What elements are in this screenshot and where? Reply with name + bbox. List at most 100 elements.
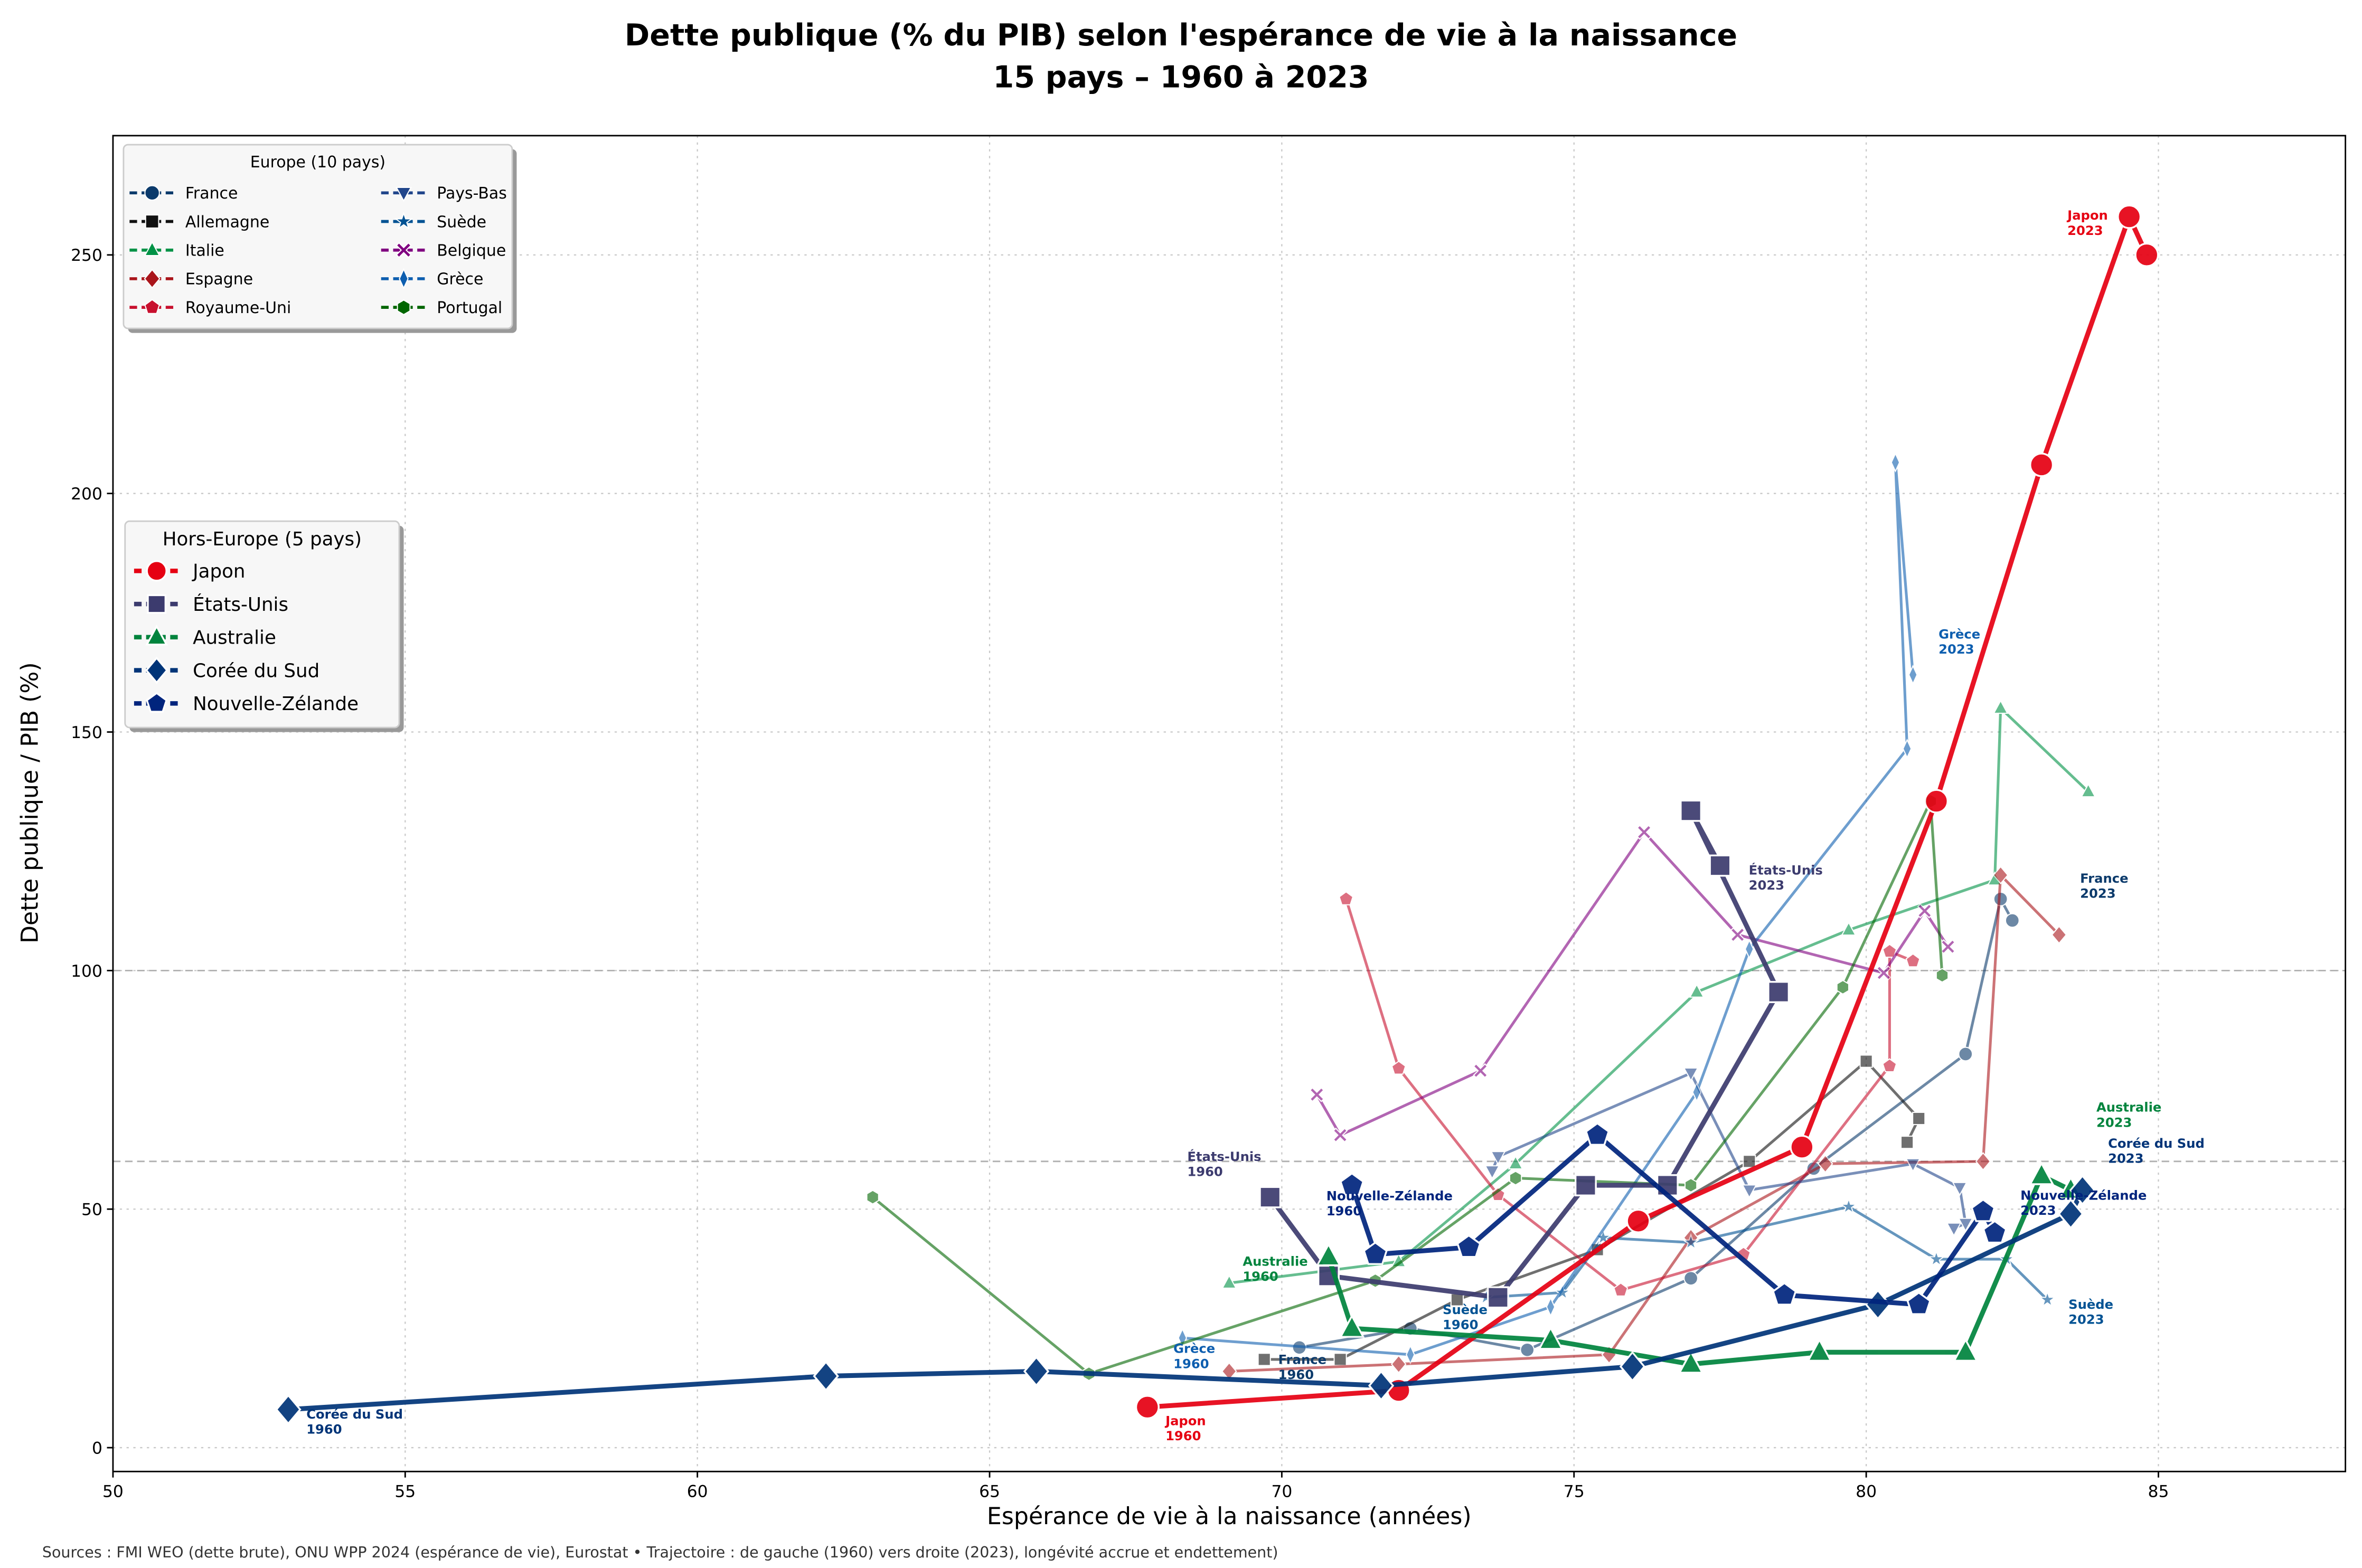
- data-point-grece: [1692, 1082, 1701, 1102]
- legend-label: États-Unis: [193, 593, 288, 616]
- legend-marker: [146, 560, 167, 582]
- data-point-suede: [1927, 1250, 1945, 1267]
- legend-label: Japon: [192, 561, 245, 582]
- data-point-australie: [1952, 1338, 1979, 1362]
- annotation-year: 2023: [1749, 877, 1784, 893]
- legend-entry-portugal: Portugal: [381, 299, 502, 317]
- legend-marker: [144, 241, 161, 256]
- footer-sources: Sources : FMI WEO (dette brute), ONU WPP…: [42, 1544, 1278, 1561]
- data-point-france: [1683, 1271, 1698, 1286]
- series-pays-bas: [1484, 1068, 1973, 1237]
- legend-label: Suède: [437, 213, 486, 231]
- annotation-australie-1960: Australie 1960: [1243, 1254, 1307, 1284]
- data-point-espagne: [1992, 866, 2009, 885]
- annotation-year: 1960: [306, 1421, 342, 1437]
- data-point-royaume-uni: [1905, 953, 1921, 968]
- data-point-italie: [1508, 1155, 1523, 1170]
- annotation-year: 1960: [1326, 1203, 1362, 1218]
- data-point-australie: [2028, 1161, 2055, 1185]
- x-tick-label: 50: [102, 1482, 124, 1501]
- legend-entry-espagne: Espagne: [129, 269, 253, 289]
- annotation-year: 1960: [1243, 1269, 1278, 1284]
- series-line-belgique: [1315, 830, 1950, 1137]
- series-line-japon: [1147, 214, 2149, 1410]
- data-point-etats-unis: [1259, 1186, 1282, 1208]
- series-japon: [1135, 204, 2159, 1420]
- data-point-grece: [1744, 939, 1754, 959]
- data-point-belgique: [1876, 965, 1892, 981]
- data-point-allemagne: [1743, 1155, 1756, 1168]
- legend-label: Portugal: [437, 299, 502, 317]
- annotation-grece-1960: Grèce 1960: [1173, 1341, 1215, 1372]
- series-line-portugal: [872, 799, 1944, 1375]
- data-point-etats-unis: [1574, 1174, 1597, 1197]
- annotation-year: 1960: [1443, 1317, 1478, 1332]
- legend-entry-grece: Grèce: [381, 268, 483, 290]
- data-point-italie: [2081, 783, 2096, 798]
- data-point-coree-du-sud: [1368, 1370, 1395, 1401]
- x-tick-label: 75: [1564, 1482, 1585, 1501]
- legend-hors-europe-5-pays-: Hors-Europe (5 pays) Japon États-Unis Austr…: [124, 520, 404, 732]
- data-point-pays-bas: [1683, 1068, 1699, 1082]
- series-line-royaume-uni: [1344, 899, 1914, 1292]
- annotation-country: Grèce: [1173, 1341, 1215, 1356]
- annotation-country: Corée du Sud: [306, 1406, 403, 1422]
- chart-title-line1: Dette publique (% du PIB) selon l'espéra…: [625, 18, 1737, 53]
- annotation-suede-1960: Suède 1960: [1443, 1302, 1488, 1333]
- legend-title: Hors-Europe (5 pays): [163, 528, 362, 550]
- y-tick-label: 50: [81, 1201, 102, 1220]
- annotation-year: 2023: [2108, 1151, 2143, 1166]
- legend-entry-nouvelle-zelande: Nouvelle-Zélande: [134, 692, 359, 715]
- legend-label: France: [185, 184, 238, 203]
- series-belgique: [1309, 825, 1956, 1143]
- annotation-etats-unis-2023: États-Unis 2023: [1749, 863, 1823, 893]
- annotation-year: 2023: [2067, 223, 2103, 238]
- annotation-nouvelle-zelande-1960: Nouvelle-Zélande 1960: [1326, 1188, 1453, 1219]
- data-point-grece: [1902, 739, 1912, 759]
- data-point-japon: [1135, 1395, 1160, 1420]
- data-point-suede: [1682, 1233, 1700, 1250]
- data-point-portugal: [1684, 1178, 1698, 1193]
- chart-title-line2: 15 pays – 1960 à 2023: [993, 60, 1369, 95]
- annotation-year: 2023: [2080, 886, 2115, 901]
- annotation-year: 1960: [1165, 1428, 1201, 1443]
- legend-marker: [396, 242, 412, 258]
- data-point-coree-du-sud: [2069, 1174, 2096, 1206]
- data-point-japon: [2117, 204, 2142, 229]
- annotation-country: Nouvelle-Zélande: [1326, 1188, 1453, 1204]
- legend-entry-italie: Italie: [129, 241, 224, 260]
- annotation-country: Japon: [1164, 1413, 1206, 1428]
- data-point-allemagne: [1257, 1353, 1271, 1366]
- y-tick-label: 100: [71, 962, 102, 981]
- series-grece: [1178, 452, 1918, 1365]
- data-point-italie: [1993, 700, 2009, 714]
- series-coree-du-sud: [275, 1174, 2096, 1425]
- x-tick-label: 60: [687, 1482, 708, 1501]
- series-australie: [1315, 1161, 2084, 1374]
- legend-entry-france: France: [129, 184, 238, 203]
- legend-marker: [144, 185, 160, 201]
- data-point-france: [1958, 1046, 1973, 1062]
- legend-label: Allemagne: [185, 213, 269, 231]
- data-point-royaume-uni: [1391, 1060, 1406, 1075]
- x-tick-label: 80: [1856, 1482, 1877, 1501]
- data-point-coree-du-sud: [2057, 1198, 2084, 1230]
- x-tick-label: 70: [1271, 1482, 1292, 1501]
- series-portugal: [866, 794, 1949, 1381]
- annotation-france-2023: France 2023: [2080, 871, 2128, 901]
- series-espagne: [1221, 866, 2067, 1381]
- y-tick-label: 150: [71, 723, 102, 742]
- data-point-japon: [2134, 242, 2159, 267]
- data-point-france: [2005, 913, 2020, 928]
- data-point-belgique: [1636, 825, 1652, 840]
- series-line-grece: [1182, 461, 1915, 1356]
- data-point-pays-bas: [1490, 1151, 1506, 1166]
- data-point-pays-bas: [1905, 1158, 1921, 1173]
- data-point-grece: [1178, 1328, 1188, 1348]
- series-line-espagne: [1229, 874, 2060, 1373]
- legend-marker: [399, 268, 409, 290]
- legend-marker: [396, 187, 412, 202]
- data-point-australie: [1806, 1338, 1832, 1362]
- legend-entry-etats-unis: États-Unis: [134, 593, 288, 616]
